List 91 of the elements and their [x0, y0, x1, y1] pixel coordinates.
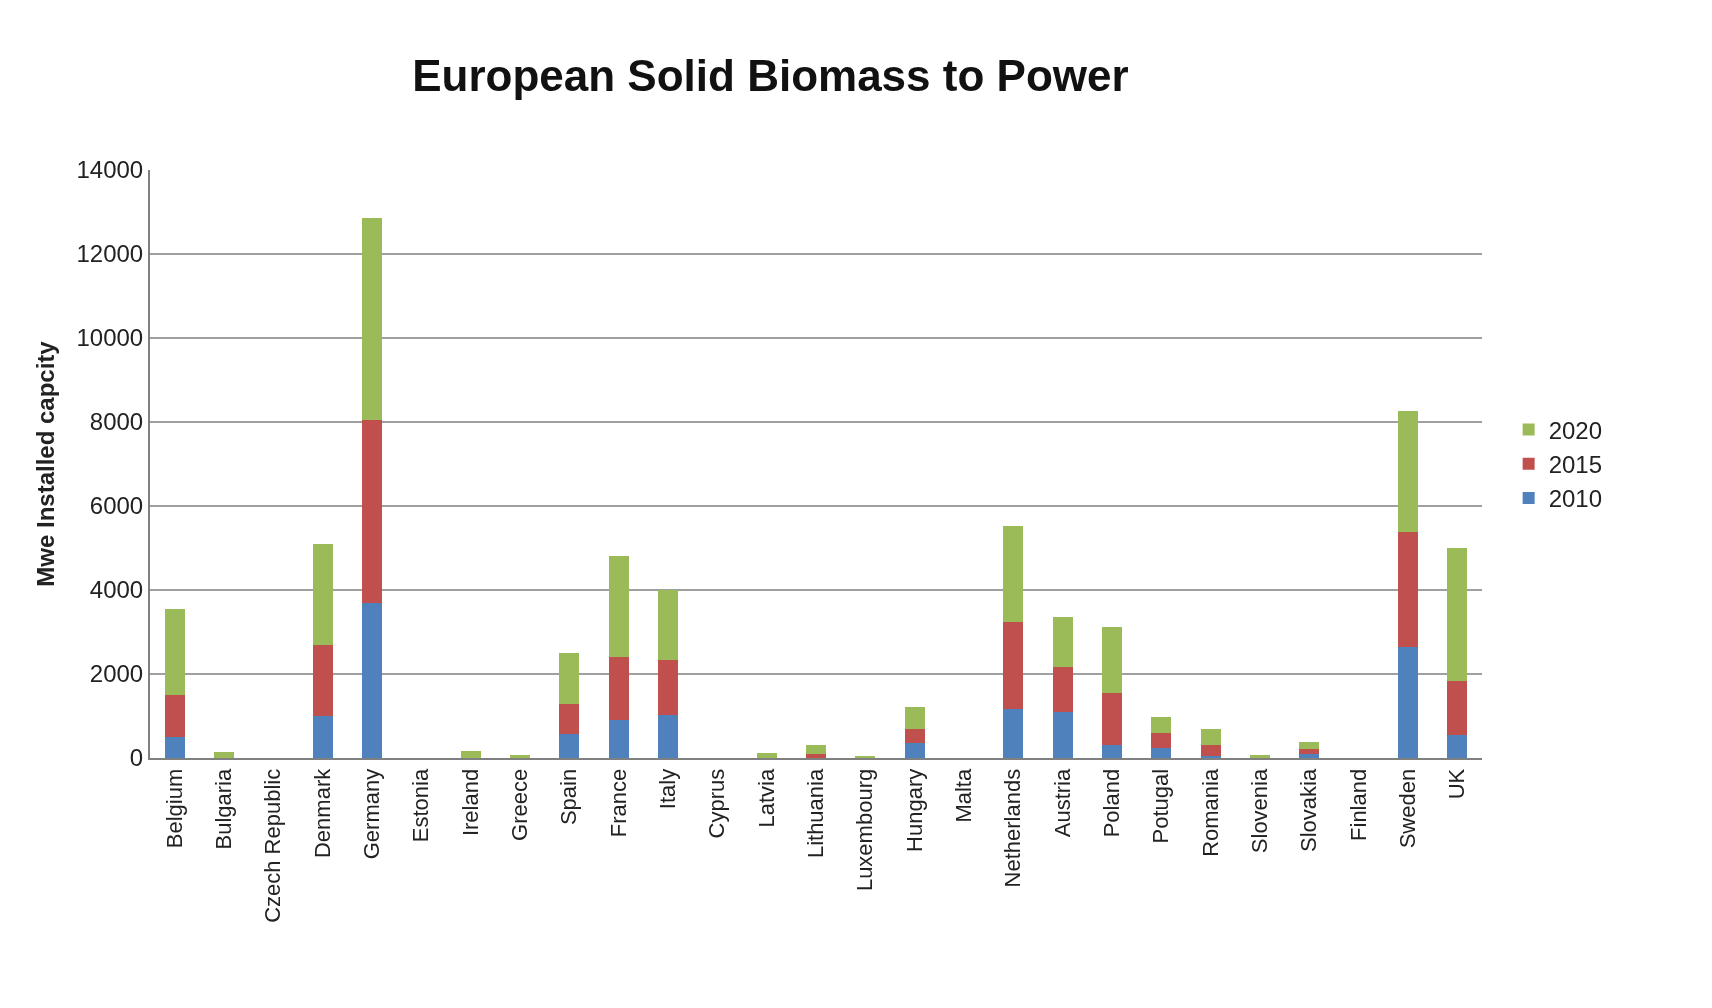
bar: [904, 743, 925, 758]
bar: [756, 752, 777, 758]
bar: [1200, 745, 1221, 757]
bar: [312, 644, 333, 716]
bar: [1398, 532, 1418, 648]
x-tick-label: Cyprus: [704, 768, 730, 839]
bar: [1151, 748, 1172, 758]
bar: [1447, 735, 1468, 758]
x-tick-label: Germany: [359, 768, 385, 860]
x-tick-label: Romania: [1197, 768, 1223, 857]
y-tick-label: 8000: [89, 408, 144, 436]
bar: [1003, 621, 1024, 709]
bar: [1250, 755, 1270, 758]
bar: [806, 754, 826, 758]
bar: [1102, 744, 1122, 758]
x-tick-label: Poland: [1099, 768, 1125, 838]
x-tick-label: Czech Republic: [260, 768, 286, 923]
legend-label: 2020: [1548, 416, 1603, 444]
bar: [1102, 693, 1122, 745]
bar: [510, 755, 530, 758]
x-tick-label: Potugal: [1148, 768, 1174, 844]
bar: [559, 653, 580, 704]
y-tick-label: 6000: [89, 492, 144, 520]
bar: [164, 608, 185, 695]
bar: [1003, 525, 1024, 622]
bar: [1003, 708, 1024, 758]
bar: [1102, 626, 1122, 694]
bar: [312, 716, 333, 758]
legend-label: 2015: [1548, 451, 1603, 479]
chart-title: European Solid Biomass to Power: [412, 51, 1129, 101]
x-tick-label: Malta: [951, 768, 977, 823]
bar: [658, 589, 678, 661]
x-tick-label: UK: [1444, 768, 1470, 800]
x-tick-label: Sweden: [1395, 768, 1421, 849]
y-tick-label: 10000: [76, 324, 144, 352]
x-tick-label: Ireland: [457, 768, 483, 837]
x-tick-label: Slovenia: [1247, 768, 1273, 854]
bar: [1299, 754, 1320, 758]
x-tick-label: Slovakia: [1296, 768, 1322, 852]
x-tick-label: Lithuania: [803, 768, 829, 859]
bar: [1052, 616, 1073, 668]
y-tick-label: 14000: [76, 156, 144, 184]
bar: [1052, 712, 1073, 758]
bar: [608, 720, 629, 758]
x-tick-label: Spain: [556, 768, 582, 826]
y-axis-title: Mwe Installed capcity: [32, 340, 60, 587]
bar: [1299, 749, 1320, 755]
x-tick-label: Netherlands: [1000, 768, 1026, 888]
bar: [1151, 716, 1172, 733]
bar: [362, 420, 382, 603]
x-tick-label: Austria: [1049, 768, 1075, 838]
bar: [1299, 741, 1320, 750]
bar: [362, 217, 382, 421]
x-tick-label: Finland: [1345, 768, 1371, 841]
bar: [164, 695, 185, 737]
bar: [904, 728, 925, 744]
bar: [164, 737, 185, 758]
bar: [1398, 410, 1418, 533]
x-tick-label: Greece: [507, 768, 533, 841]
x-tick-label: Luxembourg: [852, 768, 878, 892]
bar: [460, 750, 481, 758]
bar: [1151, 732, 1172, 749]
x-tick-label: Hungary: [901, 768, 927, 852]
x-tick-label: Italy: [655, 768, 681, 810]
y-tick-label: 4000: [89, 576, 144, 604]
bar: [559, 734, 580, 758]
bar: [559, 703, 580, 735]
x-tick-label: France: [605, 768, 631, 838]
bar: [904, 707, 925, 729]
bar: [658, 660, 678, 715]
x-tick-label: Belgium: [161, 768, 187, 849]
bar: [1447, 548, 1468, 681]
bar: [1447, 680, 1468, 736]
x-tick-label: Bulgaria: [211, 768, 237, 850]
bar: [1052, 667, 1073, 713]
x-tick-label: Latvia: [753, 768, 779, 828]
y-tick-label: 12000: [76, 240, 144, 268]
bar: [608, 657, 629, 721]
x-tick-label: Estonia: [408, 768, 434, 843]
legend-label: 2010: [1548, 485, 1603, 513]
y-tick-label: 2000: [89, 660, 144, 688]
bar: [658, 714, 678, 758]
bar: [362, 602, 382, 758]
bar: [608, 556, 629, 658]
bar: [1398, 647, 1418, 758]
bar: [806, 745, 826, 755]
bar: [214, 751, 234, 758]
y-tick-label: 0: [129, 744, 144, 772]
bar: [312, 543, 333, 645]
x-tick-label: Denmark: [309, 767, 335, 859]
bar: [1200, 729, 1221, 746]
